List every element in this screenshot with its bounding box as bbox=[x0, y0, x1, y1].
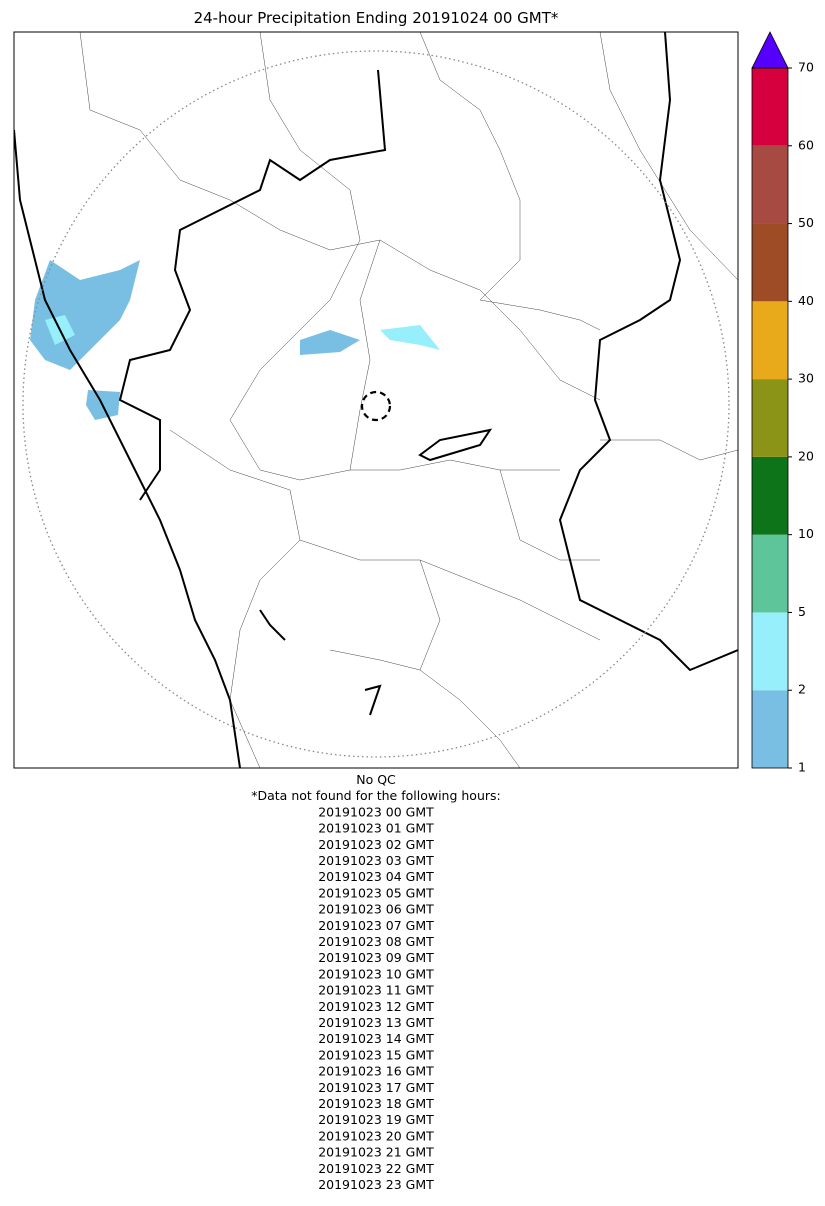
colorbar-segment bbox=[752, 68, 788, 146]
note-line: 20191023 10 GMT bbox=[318, 966, 434, 981]
note-line: 20191023 11 GMT bbox=[318, 983, 434, 998]
colorbar: 1 2 5 10 20 30 40 50 60 70 bbox=[751, 31, 814, 775]
colorbar-frame bbox=[751, 67, 789, 769]
colorbar-tick-label: 70 bbox=[798, 60, 814, 75]
map-title: 24-hour Precipitation Ending 20191024 00… bbox=[194, 9, 559, 27]
precip-light bbox=[30, 260, 360, 420]
colorbar-tick-label: 2 bbox=[798, 682, 806, 697]
note-line: 20191023 15 GMT bbox=[318, 1047, 434, 1062]
colorbar-segment bbox=[752, 534, 788, 613]
colorbar-segment bbox=[752, 301, 788, 380]
notes: No QC*Data not found for the following h… bbox=[251, 772, 501, 1192]
map-frame bbox=[13, 31, 739, 769]
colorbar-segment bbox=[752, 379, 788, 457]
note-line: 20191023 06 GMT bbox=[318, 902, 434, 917]
colorbar-tick-label: 60 bbox=[798, 137, 814, 152]
colorbar-segment bbox=[752, 690, 788, 768]
note-line: 20191023 22 GMT bbox=[318, 1161, 434, 1176]
radar-range bbox=[22, 50, 730, 758]
radar-site bbox=[360, 390, 392, 422]
note-line: 20191023 17 GMT bbox=[318, 1080, 434, 1095]
colorbar-tick-label: 50 bbox=[798, 215, 814, 230]
note-line: 20191023 12 GMT bbox=[318, 999, 434, 1014]
note-line: No QC bbox=[356, 772, 396, 787]
note-line: 20191023 19 GMT bbox=[318, 1112, 434, 1127]
colorbar-tick-label: 1 bbox=[798, 760, 806, 775]
note-line: *Data not found for the following hours: bbox=[251, 788, 501, 803]
note-line: 20191023 20 GMT bbox=[318, 1128, 434, 1143]
note-line: 20191023 07 GMT bbox=[318, 918, 434, 933]
note-line: 20191023 01 GMT bbox=[318, 821, 434, 836]
note-line: 20191023 16 GMT bbox=[318, 1064, 434, 1079]
note-line: 20191023 09 GMT bbox=[318, 950, 434, 965]
note-line: 20191023 04 GMT bbox=[318, 869, 434, 884]
district-borders bbox=[79, 32, 738, 768]
colorbar-segment bbox=[752, 612, 788, 691]
colorbar-extend bbox=[751, 31, 789, 69]
colorbar-tick-label: 30 bbox=[798, 371, 814, 386]
note-line: 20191023 03 GMT bbox=[318, 853, 434, 868]
colorbar-tick-label: 5 bbox=[798, 604, 806, 619]
note-line: 20191023 08 GMT bbox=[318, 934, 434, 949]
note-line: 20191023 18 GMT bbox=[318, 1096, 434, 1111]
note-line: 20191023 21 GMT bbox=[318, 1145, 434, 1160]
note-line: 20191023 02 GMT bbox=[318, 837, 434, 852]
colorbar-tick-label: 20 bbox=[798, 448, 814, 463]
note-line: 20191023 14 GMT bbox=[318, 1031, 434, 1046]
note-line: 20191023 23 GMT bbox=[318, 1177, 434, 1192]
colorbar-tick-label: 40 bbox=[798, 293, 814, 308]
colorbar-tick-label: 10 bbox=[798, 526, 814, 541]
note-line: 20191023 00 GMT bbox=[318, 804, 434, 819]
note-line: 20191023 05 GMT bbox=[318, 885, 434, 900]
state-borders bbox=[14, 32, 738, 768]
note-line: 20191023 13 GMT bbox=[318, 1015, 434, 1030]
colorbar-segment bbox=[752, 145, 788, 224]
map bbox=[14, 32, 738, 768]
colorbar-segment bbox=[752, 223, 788, 302]
colorbar-segment bbox=[752, 456, 788, 535]
